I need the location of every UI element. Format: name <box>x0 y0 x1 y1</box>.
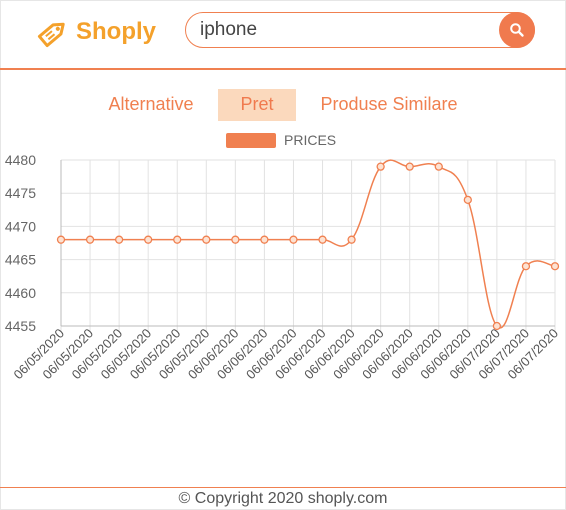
tab-alternative[interactable]: Alternative <box>108 94 194 114</box>
legend-label: PRICES <box>284 132 337 148</box>
data-point <box>56 235 66 244</box>
data-point <box>463 195 472 204</box>
y-tick-label: 4455 <box>5 318 36 334</box>
tab-pret[interactable]: Pret <box>218 89 296 121</box>
data-point <box>114 235 124 244</box>
brand-name: Shoply <box>76 18 157 45</box>
search-icon <box>510 23 524 37</box>
price-chart: 44554460446544704475448006/05/202006/05/… <box>5 152 561 382</box>
search-bar <box>185 12 535 48</box>
data-point <box>434 162 443 171</box>
y-tick-label: 4470 <box>5 218 36 234</box>
search-button[interactable] <box>499 12 535 48</box>
y-tick-label: 4480 <box>5 152 36 168</box>
data-point <box>550 262 560 271</box>
data-point <box>347 235 356 244</box>
footer-copyright: © Copyright 2020 shoply.com <box>178 490 388 507</box>
data-point <box>405 162 414 171</box>
chart-legend[interactable]: PRICES <box>226 132 336 148</box>
header: Shoply <box>0 0 566 70</box>
data-point <box>173 235 182 244</box>
tab-bar: Alternative Pret Produse Similare <box>0 89 566 121</box>
data-point <box>318 235 327 244</box>
y-tick-label: 4475 <box>5 185 36 201</box>
data-point <box>492 321 502 331</box>
data-point <box>231 235 240 244</box>
y-tick-label: 4460 <box>5 285 36 301</box>
data-point <box>202 235 211 244</box>
price-tag-icon <box>37 22 65 48</box>
legend-swatch <box>226 132 276 148</box>
search-input[interactable] <box>200 13 490 47</box>
brand-logo[interactable]: Shoply <box>36 14 156 50</box>
y-tick-label: 4465 <box>5 252 36 268</box>
data-point <box>260 235 269 244</box>
data-point <box>289 235 298 244</box>
data-point <box>521 262 531 271</box>
data-point <box>376 162 385 171</box>
footer-divider <box>0 487 566 488</box>
data-point <box>85 235 95 244</box>
series-line <box>60 159 556 329</box>
tab-produse-similare[interactable]: Produse Similare <box>320 94 458 114</box>
data-point <box>144 235 153 244</box>
